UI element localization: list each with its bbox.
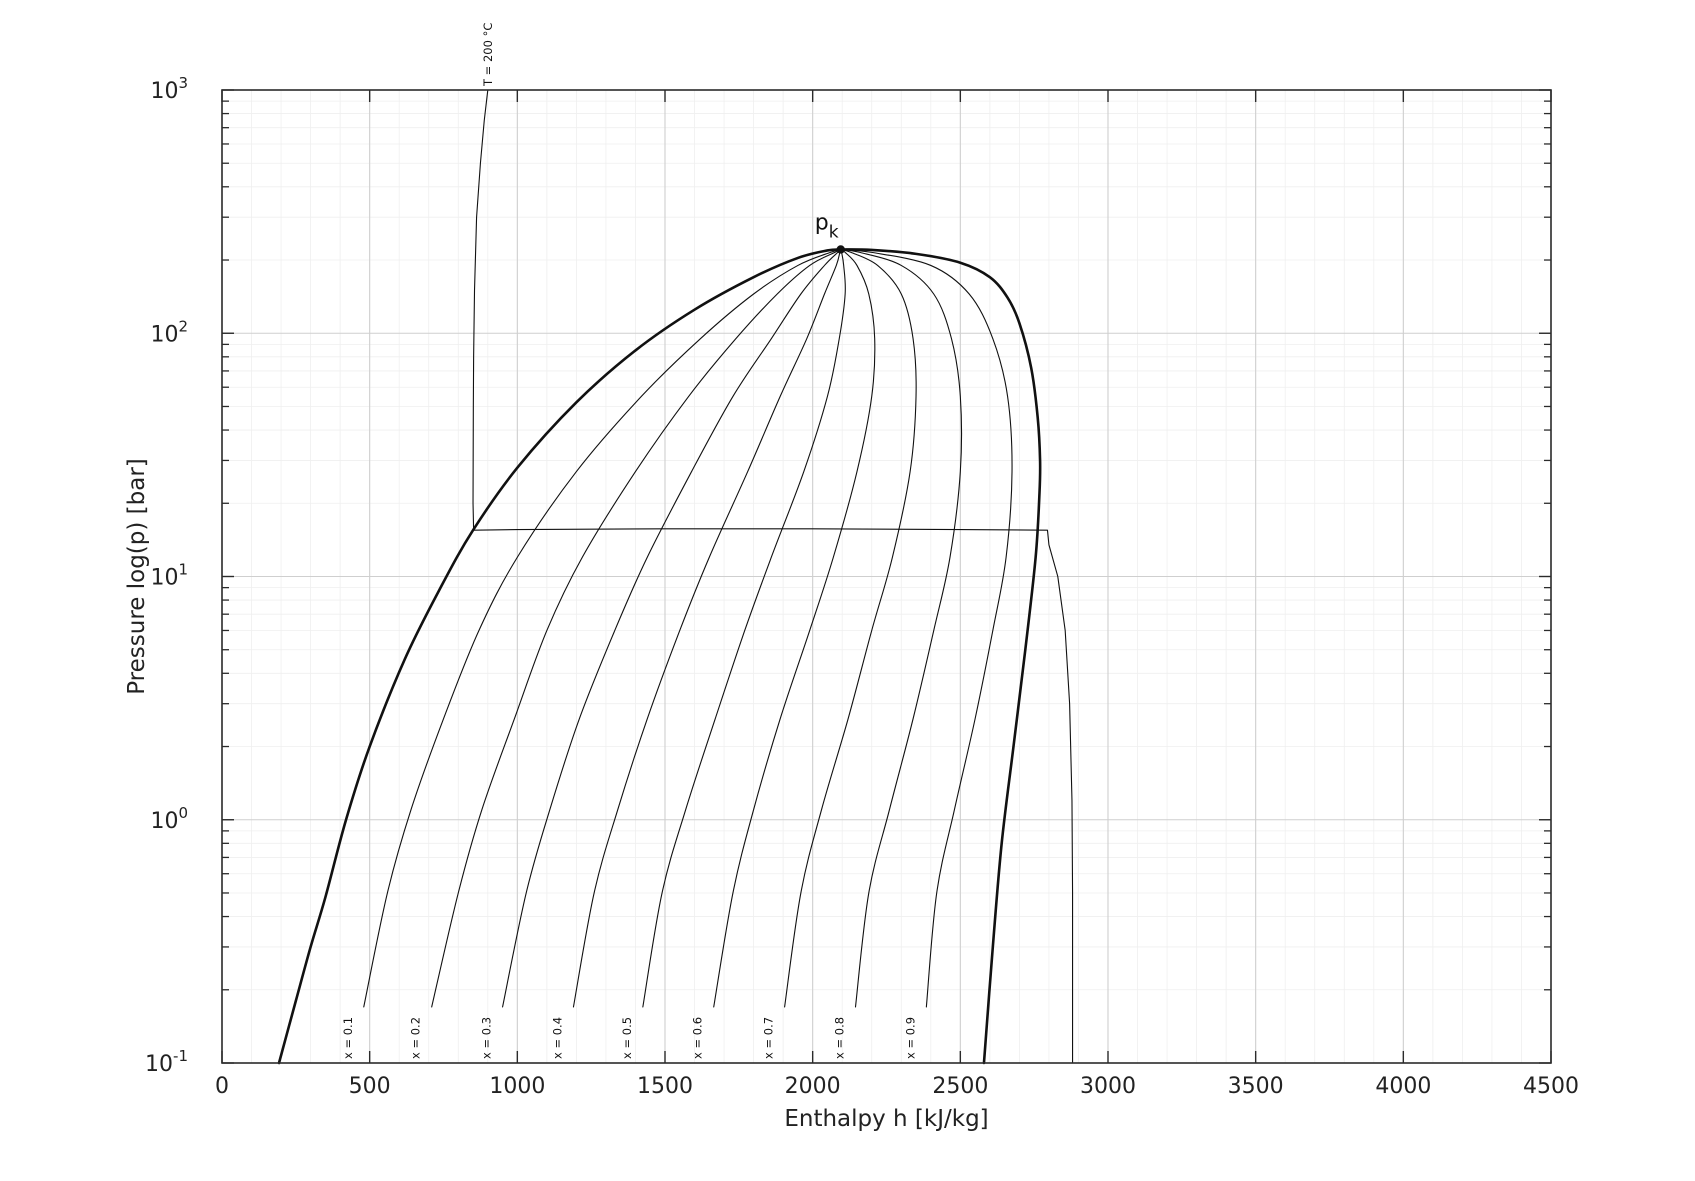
quality-label-x-0.5: x = 0.5	[620, 1017, 634, 1059]
quality-label-x-0.2: x = 0.2	[409, 1017, 423, 1059]
curve-saturated-liquid	[277, 248, 843, 1065]
x-tick-label: 1500	[637, 1074, 693, 1099]
y-tick-label: 101	[150, 561, 188, 591]
curve-x-0.3	[502, 248, 842, 1008]
curve-x-0.9	[840, 248, 1013, 1008]
quality-label-x-0.8: x = 0.8	[832, 1017, 846, 1059]
y-axis-label: Pressure log(p) [bar]	[124, 458, 150, 695]
x-tick-label: 4000	[1375, 1074, 1431, 1099]
y-tick-label: 103	[150, 74, 188, 104]
curve-labels: x = 0.1 x = 0.2 x = 0.3 x = 0.4 x = 0.5 x = 0…	[341, 23, 918, 1059]
x-tick-label: 0	[215, 1074, 229, 1099]
axis-ticks	[221, 89, 1552, 1064]
x-tick-label: 2000	[785, 1074, 841, 1099]
y-tick-label: 100	[150, 804, 188, 834]
curve-x-0.1	[363, 248, 842, 1008]
curve-x-0.2	[431, 248, 842, 1008]
quality-label-x-0.3: x = 0.3	[480, 1017, 494, 1059]
curve-x-0.4	[572, 248, 842, 1008]
curve-x-0.7	[784, 248, 917, 1008]
x-tick-label: 1000	[489, 1074, 545, 1099]
curve-isotherm-200	[472, 89, 1074, 1064]
x-tick-label: 3000	[1080, 1074, 1136, 1099]
x-tick-label: 2500	[932, 1074, 988, 1099]
critical-point-marker	[836, 245, 845, 254]
quality-label-x-0.9: x = 0.9	[903, 1017, 917, 1059]
curve-x-0.8	[840, 248, 963, 1008]
quality-label-x-0.6: x = 0.6	[691, 1017, 705, 1059]
x-tick-label: 500	[349, 1074, 391, 1099]
isotherm-label: T = 200 °C	[481, 23, 495, 87]
quality-label-x-0.1: x = 0.1	[341, 1017, 355, 1059]
y-tick-label: 102	[150, 317, 188, 347]
curve-x-0.6	[713, 248, 876, 1008]
curves	[277, 89, 1074, 1065]
curve-saturated-vapor	[839, 248, 1042, 1065]
y-tick-label: 10-1	[145, 1047, 188, 1077]
quality-label-x-0.4: x = 0.4	[550, 1017, 564, 1059]
critical-point: pk	[815, 210, 845, 254]
tick-labels: 0 500 1000 1500 2000 2500 3000 3500 4000 4500 10-1…	[145, 74, 1579, 1099]
x-axis-label: Enthalpy h [kJ/kg]	[784, 1106, 988, 1132]
x-tick-label: 4500	[1523, 1074, 1579, 1099]
quality-label-x-0.7: x = 0.7	[762, 1017, 776, 1059]
x-tick-label: 3500	[1228, 1074, 1284, 1099]
critical-point-label: pk	[815, 210, 839, 242]
curve-x-0.5	[642, 248, 846, 1008]
